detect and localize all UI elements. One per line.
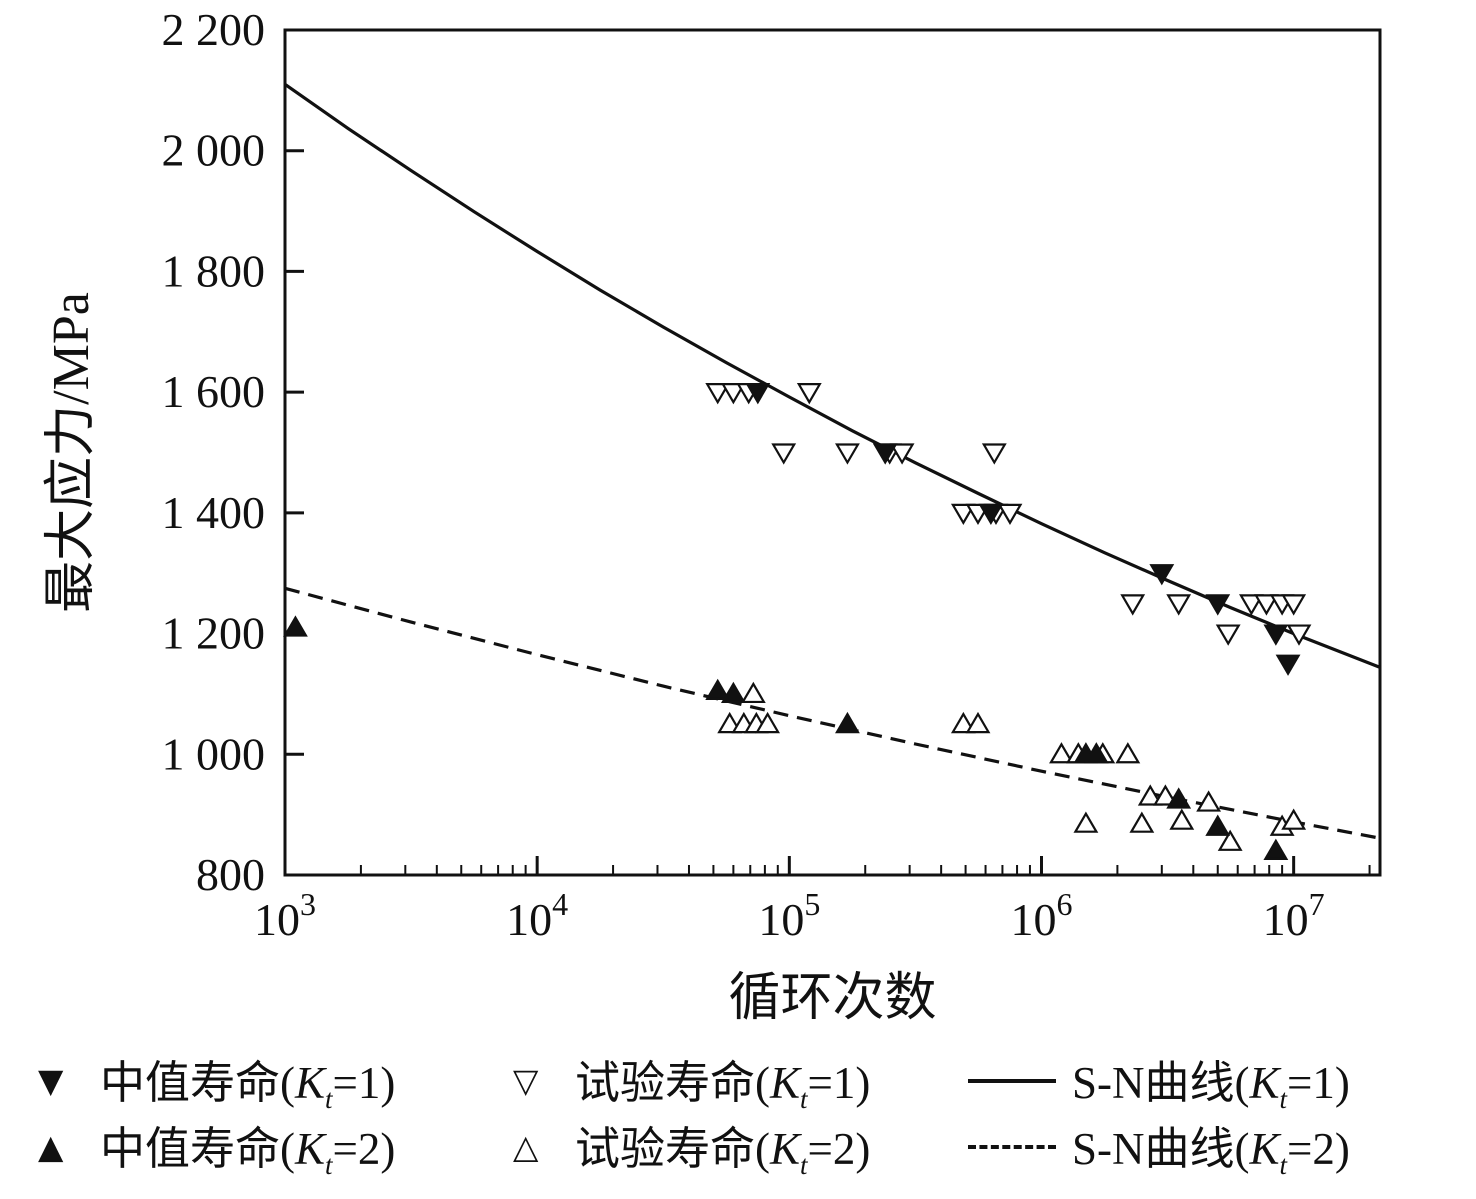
y-tick-label: 2 200 [162, 4, 266, 55]
triangle-up-filled-icon: ▲ [38, 1127, 64, 1166]
data-point-triangle-up-black [705, 678, 731, 701]
data-point-triangle-down-white [981, 443, 1007, 465]
data-point-triangle-up-white [1073, 811, 1099, 833]
data-point-triangle-up-white [1129, 811, 1155, 833]
data-point-triangle-down-white [705, 383, 731, 405]
y-tick-label: 1 600 [162, 366, 266, 417]
data-point-triangle-down-white [1215, 624, 1241, 646]
data-point-triangle-up-black [283, 615, 308, 637]
legend-label-test-kt2: 试验寿命(Kt=2) [575, 1124, 871, 1180]
data-point-triangle-down-white [889, 443, 915, 465]
data-point-triangle-down-black [1275, 654, 1301, 676]
data-point-triangle-down-white [771, 443, 797, 465]
legend-item-test-kt2: △ 试验寿命(Kt=2) [513, 1112, 968, 1181]
data-point-triangle-up-white [1281, 808, 1307, 830]
data-point-triangle-down-black [978, 503, 1004, 526]
y-axis-title: 最大应力/MPa [43, 292, 100, 613]
data-point-triangle-down-white [997, 503, 1023, 526]
y-tick-label: 1 200 [162, 608, 266, 659]
data-point-triangle-down-white [1239, 594, 1264, 616]
solid-line-icon [968, 1078, 1056, 1083]
data-point-triangle-up-black [1166, 787, 1192, 809]
data-point-triangle-down-white [720, 383, 746, 405]
data-point-triangle-up-white [1169, 808, 1195, 830]
legend-label-median-kt1: 中值寿命(Kt=1) [100, 1058, 396, 1114]
data-point-triangle-down-black [1205, 594, 1231, 616]
data-point-triangle-up-white [1115, 742, 1141, 764]
chart-legend: ▼ 中值寿命(Kt=1) ▽ 试验寿命(Kt=1) S-N曲线(Kt=1) ▲ … [38, 1046, 1458, 1181]
data-point-triangle-up-white [755, 711, 781, 734]
legend-item-test-kt1: ▽ 试验寿命(Kt=1) [513, 1046, 968, 1115]
data-point-triangle-up-black [1205, 814, 1231, 836]
legend-row-2: ▲ 中值寿命(Kt=2) △ 试验寿命(Kt=2) S-N曲线(Kt=2) [38, 1112, 1458, 1181]
legend-item-curve-kt2: S-N曲线(Kt=2) [968, 1112, 1458, 1181]
triangle-up-open-icon: △ [513, 1127, 539, 1166]
sn-chart: 103 104 105 106 107 800 1 000 1 200 1 400 1 600 1 … [43, 4, 1382, 1027]
dashed-line-icon [968, 1144, 1056, 1149]
y-tick-label: 1 000 [162, 728, 266, 779]
data-point-triangle-down-white [1120, 594, 1146, 616]
data-point-triangle-down-black [1149, 564, 1175, 586]
y-tick-label: 1 800 [162, 245, 266, 296]
data-point-triangle-up-white [740, 681, 766, 704]
data-point-triangle-down-white [1254, 594, 1279, 616]
data-point-triangle-down-white [1281, 594, 1307, 616]
triangle-down-open-icon: ▽ [513, 1061, 539, 1100]
sn-curve-kt1 [284, 82, 1381, 669]
data-point-triangle-down-white [950, 503, 976, 526]
x-tick-label: 107 [1263, 886, 1325, 945]
data-point-triangle-down-black [1263, 624, 1289, 646]
x-tick-label: 104 [506, 886, 568, 945]
y-tick-label: 800 [196, 849, 265, 900]
legend-item-curve-kt1: S-N曲线(Kt=1) [968, 1046, 1458, 1115]
legend-row-1: ▼ 中值寿命(Kt=1) ▽ 试验寿命(Kt=1) S-N曲线(Kt=1) [38, 1046, 1458, 1115]
legend-label-curve-kt1: S-N曲线(Kt=1) [1072, 1058, 1350, 1114]
x-tick-label: 103 [254, 886, 316, 945]
data-point-triangle-down-white [1166, 594, 1192, 616]
x-tick-label: 106 [1010, 886, 1072, 945]
legend-label-median-kt2: 中值寿命(Kt=2) [100, 1124, 396, 1180]
y-tick-label: 2 000 [162, 125, 266, 176]
data-point-triangle-down-white [1286, 624, 1312, 646]
sn-curve-kt2 [284, 586, 1381, 840]
data-point-triangle-down-white [835, 443, 860, 465]
x-tick-label: 105 [758, 886, 820, 945]
data-point-triangle-up-white [1137, 784, 1163, 806]
data-point-triangle-up-white [965, 711, 991, 734]
triangle-down-filled-icon: ▼ [38, 1061, 64, 1100]
plot-area [283, 28, 1382, 877]
data-point-triangle-up-black [835, 711, 860, 734]
data-point-triangle-up-white [1152, 784, 1178, 806]
data-point-triangle-up-white [950, 711, 976, 734]
data-point-triangle-down-black [745, 383, 771, 405]
data-point-triangle-up-white [1049, 742, 1074, 764]
data-point-triangle-up-white [1196, 790, 1222, 812]
data-point-triangle-up-black [720, 681, 746, 704]
data-point-triangle-down-white [796, 383, 822, 405]
legend-label-test-kt1: 试验寿命(Kt=1) [575, 1058, 871, 1114]
data-point-triangle-up-white [1217, 829, 1243, 851]
y-tick-label: 1 400 [162, 487, 266, 538]
data-point-triangle-up-black [1263, 838, 1289, 860]
x-axis-title: 循环次数 [728, 970, 936, 1027]
legend-item-median-kt1: ▼ 中值寿命(Kt=1) [38, 1046, 513, 1115]
legend-item-median-kt2: ▲ 中值寿命(Kt=2) [38, 1112, 513, 1181]
legend-label-curve-kt2: S-N曲线(Kt=2) [1072, 1124, 1350, 1180]
data-point-triangle-down-black [872, 443, 898, 465]
data-point-triangle-up-black [1083, 742, 1109, 764]
